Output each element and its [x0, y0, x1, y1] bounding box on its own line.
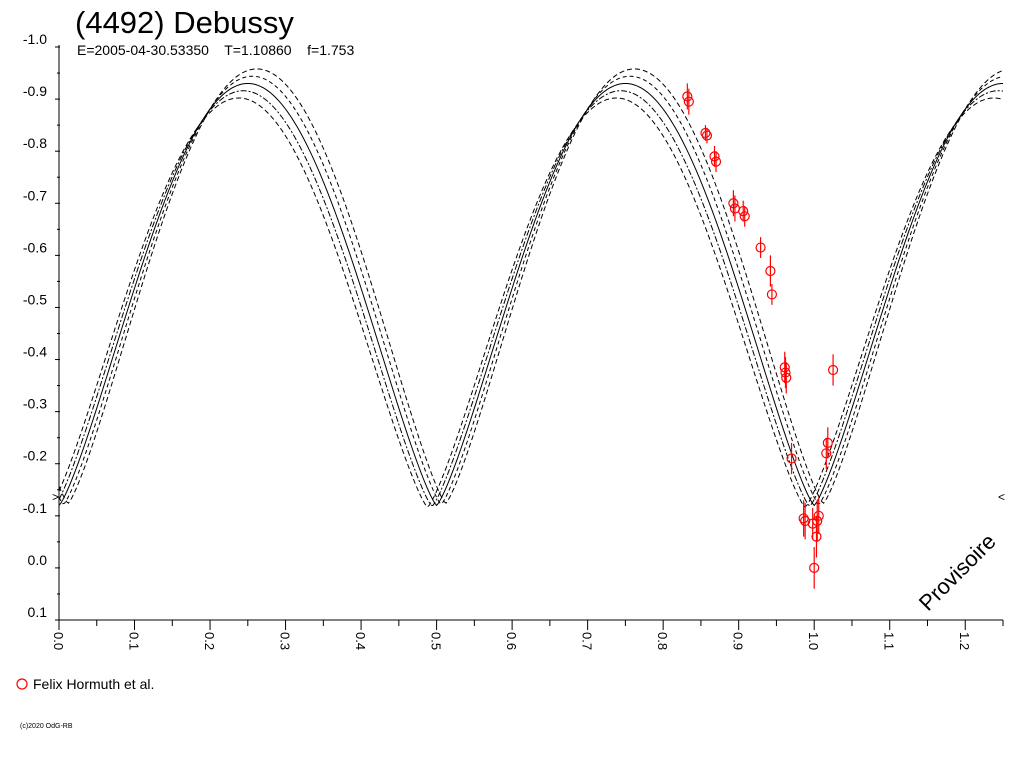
data-point [765, 265, 776, 277]
y-tick-label: -0.2 [23, 448, 47, 464]
x-tick-label: 1.0 [806, 632, 821, 650]
data-point [738, 205, 749, 217]
x-tick-label: 1.2 [957, 632, 972, 650]
left-edge-marker: > [52, 490, 59, 504]
x-tick-label: 0.4 [353, 632, 368, 650]
x-tick-label: 0.5 [429, 632, 444, 650]
y-tick-label: -0.6 [23, 239, 47, 255]
data-point [709, 151, 720, 162]
data-point [821, 448, 832, 459]
data-point [809, 562, 820, 574]
data-point [701, 130, 713, 141]
x-tick-label: 0.7 [580, 632, 595, 650]
data-point [739, 211, 750, 222]
data-point [766, 289, 778, 300]
y-tick-label: -0.4 [23, 344, 47, 360]
y-tick-label: -1.0 [23, 31, 47, 47]
model-curve-lower-2 [58, 97, 1004, 508]
model-curve-lower-1 [58, 90, 1004, 507]
right-edge-marker: < [998, 490, 1005, 504]
y-tick-label: -0.5 [23, 291, 47, 307]
legend-marker-icon [16, 678, 28, 690]
model-curve-upper-2 [58, 68, 1004, 504]
x-tick-label: 0.9 [731, 632, 746, 650]
data-point [781, 372, 792, 383]
x-tick-label: 0.0 [51, 632, 66, 650]
model-curve-main [58, 82, 1004, 507]
data-point [683, 96, 694, 107]
data-point [812, 515, 823, 527]
legend: Felix Hormuth et al. [16, 676, 154, 692]
data-point [755, 242, 766, 253]
chart-title: (4492) Debussy [75, 5, 294, 40]
data-point [700, 127, 711, 139]
y-tick-label: 0.0 [28, 552, 48, 568]
data-point [780, 367, 791, 378]
data-point [813, 510, 824, 521]
data-point [827, 364, 839, 376]
x-tick-label: 0.8 [655, 632, 670, 650]
data-point [710, 156, 722, 167]
chart-subtitle: E=2005-04-30.53350 T=1.10860 f=1.753 [77, 42, 354, 58]
legend-label: Felix Hormuth et al. [33, 676, 154, 692]
x-tick-label: 1.1 [882, 632, 897, 650]
model-curves [58, 68, 1004, 508]
y-tick-label: -0.3 [23, 396, 47, 412]
data-point [800, 515, 811, 527]
data-point [798, 513, 809, 524]
x-tick-label: 0.2 [202, 632, 217, 650]
y-tick-label: -0.8 [23, 135, 47, 151]
x-tick-label: 0.1 [127, 632, 142, 650]
y-tick-label: 0.1 [28, 604, 48, 620]
x-tick-label: 0.3 [278, 632, 293, 650]
x-tick-label: 0.6 [504, 632, 519, 650]
y-tick-label: -0.1 [23, 500, 47, 516]
data-point [811, 531, 822, 542]
copyright-text: (c)2020 OdG-RB [20, 723, 73, 730]
data-point [728, 198, 739, 209]
y-tick-label: -0.9 [23, 83, 47, 99]
data-point [822, 437, 833, 448]
data-points [682, 83, 839, 589]
y-tick-label: -0.7 [23, 187, 47, 203]
data-point [682, 91, 693, 102]
axes: -1.0 -0.9 -0.8 -0.7 -0.6 -0.5 -0.4 -0.3 -0.2 -0.1… [23, 31, 1004, 650]
data-point [786, 453, 797, 464]
data-point [779, 362, 790, 373]
